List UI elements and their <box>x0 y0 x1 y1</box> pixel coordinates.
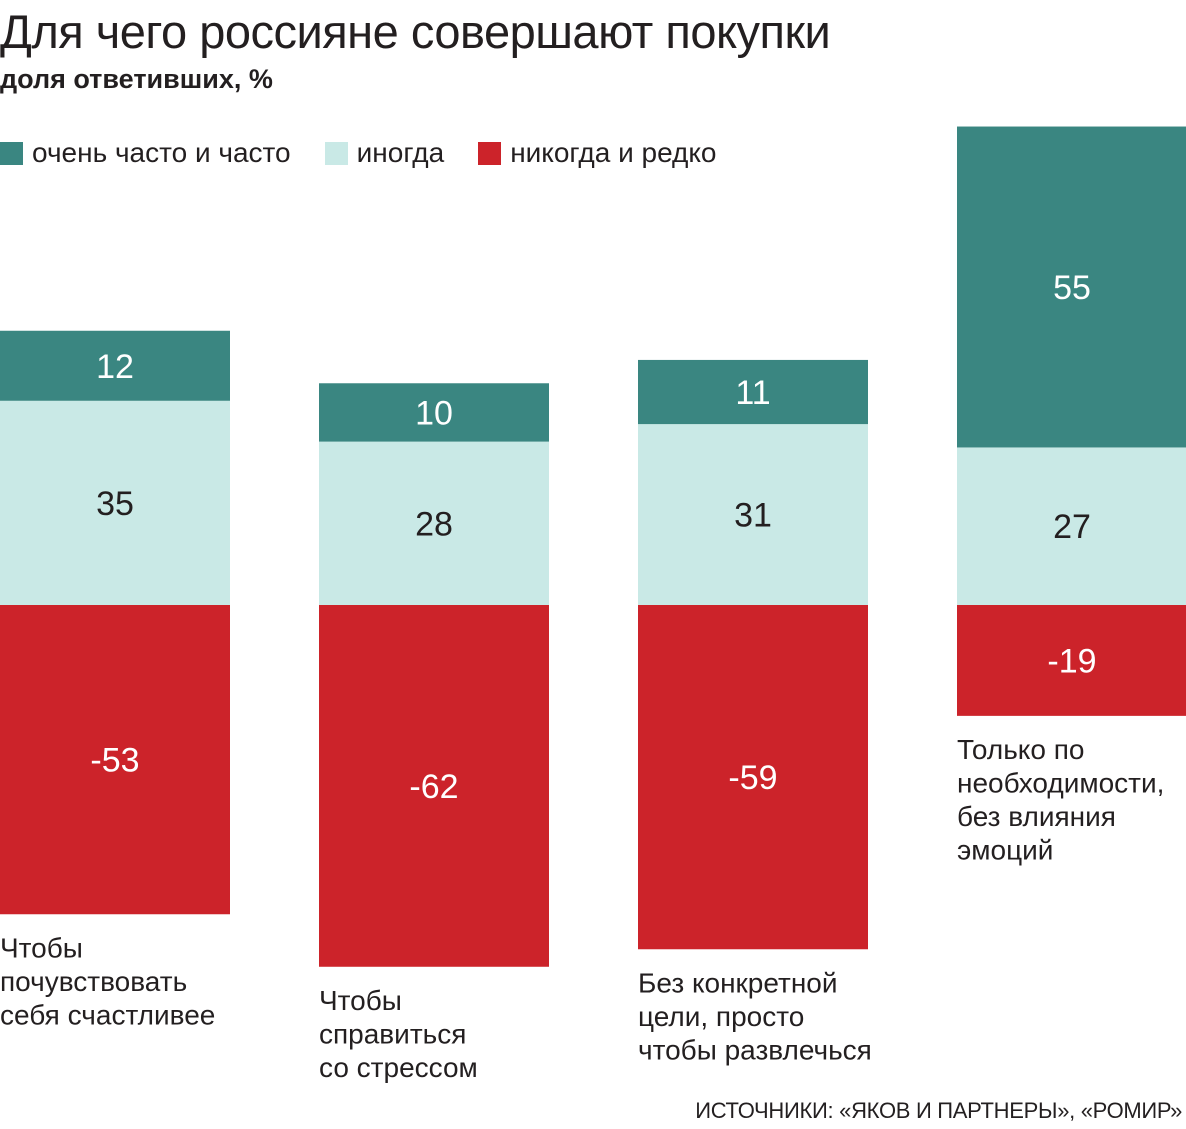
category-label: чтобы развлечься <box>638 1034 872 1065</box>
data-label: 28 <box>415 505 453 543</box>
data-label: -53 <box>90 742 139 780</box>
category-label: со стрессом <box>319 1052 478 1083</box>
bar-segment <box>638 605 868 950</box>
category-label: цели, просто <box>638 1001 804 1032</box>
category-label: справиться <box>319 1018 466 1049</box>
legend-label-sometimes: иногда <box>356 137 445 168</box>
legend-swatch-never <box>478 141 502 165</box>
category-label: необходимости, <box>957 767 1164 798</box>
bar-segment <box>0 330 230 401</box>
legend-item-often: очень часто и часто <box>0 137 291 169</box>
legend-label-never: никогда и редко <box>510 137 717 168</box>
category-label: почувствовать <box>0 966 187 997</box>
bar-segment <box>638 424 868 605</box>
bar-segment <box>319 383 549 442</box>
data-label: -19 <box>1047 642 1096 680</box>
legend-label-often: очень часто и часто <box>32 137 291 168</box>
data-label: -59 <box>728 759 777 797</box>
chart-title: Для чего россияне совершают покупки <box>0 5 831 58</box>
legend-item-never: никогда и редко <box>478 137 717 169</box>
source-note: ИСТОЧНИКИ: «ЯКОВ И ПАРТНЕРЫ», «РОМИР» <box>695 1098 1182 1123</box>
bar-segment <box>957 447 1186 605</box>
data-label: -62 <box>409 768 458 806</box>
data-label: 11 <box>735 374 770 412</box>
bar-segment <box>957 126 1186 448</box>
data-label: 55 <box>1053 269 1091 307</box>
category-label: эмоций <box>957 834 1053 865</box>
legend-swatch-often <box>0 141 23 165</box>
data-label: 12 <box>96 348 134 386</box>
bar-segment <box>0 400 230 605</box>
data-label: 35 <box>96 485 134 523</box>
data-label: 31 <box>734 497 772 535</box>
legend: очень часто и часто иногда никогда и ред… <box>0 137 751 169</box>
category-label: Без конкретной <box>638 967 838 998</box>
category-label: без влияния <box>957 801 1116 832</box>
category-label: Чтобы <box>0 932 83 963</box>
chart-subtitle: доля ответивших, % <box>0 64 273 94</box>
bar-segment <box>957 605 1186 716</box>
data-label: 10 <box>415 394 453 432</box>
category-label: Чтобы <box>319 985 402 1016</box>
category-label: себя счастливее <box>0 999 215 1030</box>
legend-swatch-sometimes <box>324 141 348 165</box>
bar-segment <box>319 441 549 605</box>
category-label: Только по <box>957 734 1084 765</box>
bar-segment <box>319 605 549 967</box>
bar-segment <box>0 605 230 915</box>
data-label: 27 <box>1053 508 1091 546</box>
bar-segment <box>638 359 868 425</box>
legend-item-sometimes: иногда <box>324 137 445 169</box>
